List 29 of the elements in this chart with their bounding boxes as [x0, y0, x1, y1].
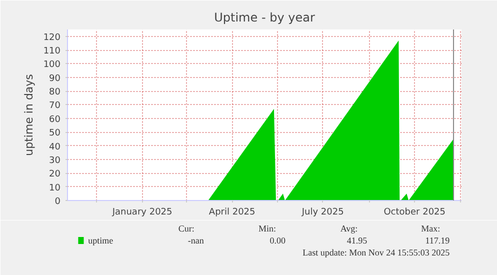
x-tick-label: January 2025 [111, 208, 172, 218]
text: 0.00 [270, 236, 286, 246]
text: Avg: [340, 224, 358, 234]
x-tick-label: July 2025 [300, 208, 344, 218]
y-axis-title: uptime in days [22, 74, 36, 156]
y-tick-label: 80 [49, 88, 61, 98]
y-tick-label: 90 [49, 74, 61, 84]
y-tick-label: 0 [54, 197, 61, 207]
text: Max: [421, 224, 440, 234]
legend-label: uptime [88, 236, 114, 246]
text: Cur: [178, 224, 194, 234]
y-tick-label: 120 [43, 32, 61, 43]
text: Last update: Mon Nov 24 15:55:03 2025 [302, 248, 450, 258]
y-tick-label: 70 [49, 101, 61, 112]
y-tick-label: 20 [49, 170, 61, 180]
x-tick-label: April 2025 [208, 208, 256, 218]
y-tick-label: 100 [43, 60, 61, 70]
y-tick-label: 30 [49, 156, 61, 166]
y-tick-label: 50 [49, 128, 61, 139]
text: Min: [258, 224, 276, 234]
text: -nan [188, 236, 204, 246]
chart-title: Uptime - by year [214, 10, 315, 24]
y-tick-label: 110 [43, 46, 61, 57]
x-tick-label: October 2025 [384, 208, 446, 218]
y-tick-label: 60 [49, 114, 61, 125]
text: 117.19 [425, 236, 450, 246]
text: 41.95 [346, 236, 368, 246]
y-tick-label: 10 [49, 183, 61, 194]
y-tick-label: 40 [49, 142, 61, 152]
